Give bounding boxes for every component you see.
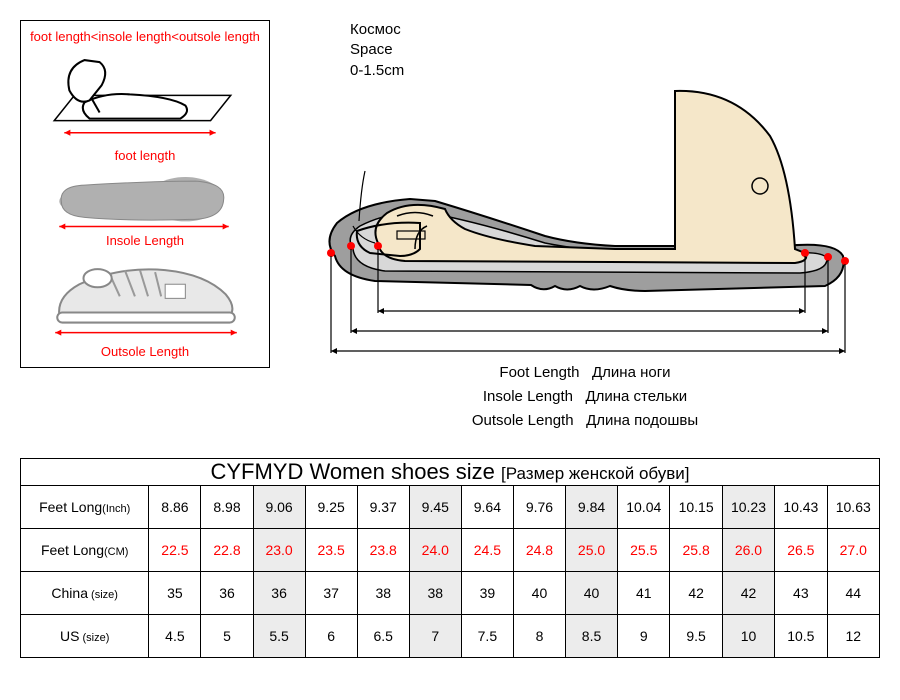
row-label-cell: Feet Long(Inch) — [21, 485, 149, 528]
data-cell: 10.5 — [775, 614, 827, 657]
cross-section-panel: Космос Space 0-1.5cm — [290, 20, 880, 433]
dimension-labels: Foot Length Длина ноги Insole Length Дли… — [472, 361, 698, 433]
top-section: foot length<insole length<outsole length… — [20, 20, 880, 433]
outsole-block: Outsole Length — [29, 256, 261, 359]
insole-icon — [29, 171, 261, 232]
table-title-main: CYFMYD Women shoes size — [210, 459, 494, 484]
table-row: China (size)3536363738383940404142424344 — [21, 571, 880, 614]
data-cell: 25.0 — [566, 528, 618, 571]
foot-length-label: foot length — [115, 148, 176, 163]
space-ru: Космос — [350, 21, 401, 38]
data-cell: 24.5 — [461, 528, 513, 571]
data-cell: 7 — [409, 614, 461, 657]
row-label-cell: US (size) — [21, 614, 149, 657]
data-cell: 9.25 — [305, 485, 357, 528]
data-cell: 8.86 — [149, 485, 201, 528]
table-title-sub: [Размер женской обуви] — [501, 464, 689, 483]
data-cell: 8.5 — [566, 614, 618, 657]
insole-block: Insole Length — [29, 171, 261, 249]
space-en: Space — [350, 41, 393, 58]
foot-trace-icon — [29, 50, 261, 146]
data-cell: 10.04 — [618, 485, 670, 528]
table-row: US (size)4.555.566.577.588.599.51010.512 — [21, 614, 880, 657]
data-cell: 23.5 — [305, 528, 357, 571]
data-cell: 9.5 — [670, 614, 722, 657]
data-cell: 42 — [722, 571, 774, 614]
insole-length-en: Insole Length — [483, 388, 573, 405]
data-cell: 37 — [305, 571, 357, 614]
data-cell: 26.5 — [775, 528, 827, 571]
data-cell: 26.0 — [722, 528, 774, 571]
data-cell: 6.5 — [357, 614, 409, 657]
data-cell: 36 — [253, 571, 305, 614]
data-cell: 5.5 — [253, 614, 305, 657]
data-cell: 25.5 — [618, 528, 670, 571]
data-cell: 38 — [357, 571, 409, 614]
data-cell: 9.84 — [566, 485, 618, 528]
data-cell: 9.37 — [357, 485, 409, 528]
data-cell: 22.8 — [201, 528, 253, 571]
outsole-length-ru: Длина подошвы — [586, 412, 698, 429]
data-cell: 9.76 — [513, 485, 565, 528]
data-cell: 23.0 — [253, 528, 305, 571]
data-cell: 5 — [201, 614, 253, 657]
table-title-cell: CYFMYD Women shoes size [Размер женской … — [21, 458, 880, 485]
data-cell: 8.98 — [201, 485, 253, 528]
data-cell: 10.15 — [670, 485, 722, 528]
size-table: CYFMYD Women shoes size [Размер женской … — [20, 458, 880, 658]
data-cell: 38 — [409, 571, 461, 614]
data-cell: 9.45 — [409, 485, 461, 528]
data-cell: 41 — [618, 571, 670, 614]
sneaker-icon — [29, 256, 261, 342]
table-title-row: CYFMYD Women shoes size [Размер женской … — [21, 458, 880, 485]
foot-length-ru: Длина ноги — [592, 364, 671, 381]
insole-length-ru: Длина стельки — [585, 388, 687, 405]
insole-length-label: Insole Length — [106, 233, 184, 248]
formula-text: foot length<insole length<outsole length — [29, 29, 261, 44]
data-cell: 27.0 — [827, 528, 879, 571]
data-cell: 10.43 — [775, 485, 827, 528]
data-cell: 10 — [722, 614, 774, 657]
outsole-length-label: Outsole Length — [101, 344, 189, 359]
data-cell: 23.8 — [357, 528, 409, 571]
data-cell: 24.0 — [409, 528, 461, 571]
space-range: 0-1.5cm — [350, 62, 404, 79]
data-cell: 24.8 — [513, 528, 565, 571]
data-cell: 43 — [775, 571, 827, 614]
data-cell: 10.63 — [827, 485, 879, 528]
data-cell: 35 — [149, 571, 201, 614]
foot-length-block: foot length — [29, 50, 261, 163]
data-cell: 40 — [566, 571, 618, 614]
data-cell: 36 — [201, 571, 253, 614]
data-cell: 9 — [618, 614, 670, 657]
data-cell: 22.5 — [149, 528, 201, 571]
measurement-panel: foot length<insole length<outsole length… — [20, 20, 270, 368]
data-cell: 4.5 — [149, 614, 201, 657]
data-cell: 25.8 — [670, 528, 722, 571]
data-cell: 6 — [305, 614, 357, 657]
row-label-cell: China (size) — [21, 571, 149, 614]
outsole-length-en: Outsole Length — [472, 412, 574, 429]
data-cell: 8 — [513, 614, 565, 657]
data-cell: 9.64 — [461, 485, 513, 528]
data-cell: 10.23 — [722, 485, 774, 528]
data-cell: 7.5 — [461, 614, 513, 657]
data-cell: 39 — [461, 571, 513, 614]
shoe-cross-section-icon — [315, 81, 855, 361]
row-label-cell: Feet Long(CM) — [21, 528, 149, 571]
table-row: Feet Long(Inch)8.868.989.069.259.379.459… — [21, 485, 880, 528]
foot-length-en: Foot Length — [499, 364, 579, 381]
data-cell: 12 — [827, 614, 879, 657]
data-cell: 40 — [513, 571, 565, 614]
table-row: Feet Long(CM)22.522.823.023.523.824.024.… — [21, 528, 880, 571]
data-cell: 9.06 — [253, 485, 305, 528]
data-cell: 42 — [670, 571, 722, 614]
data-cell: 44 — [827, 571, 879, 614]
space-label-block: Космос Space 0-1.5cm — [350, 20, 404, 81]
